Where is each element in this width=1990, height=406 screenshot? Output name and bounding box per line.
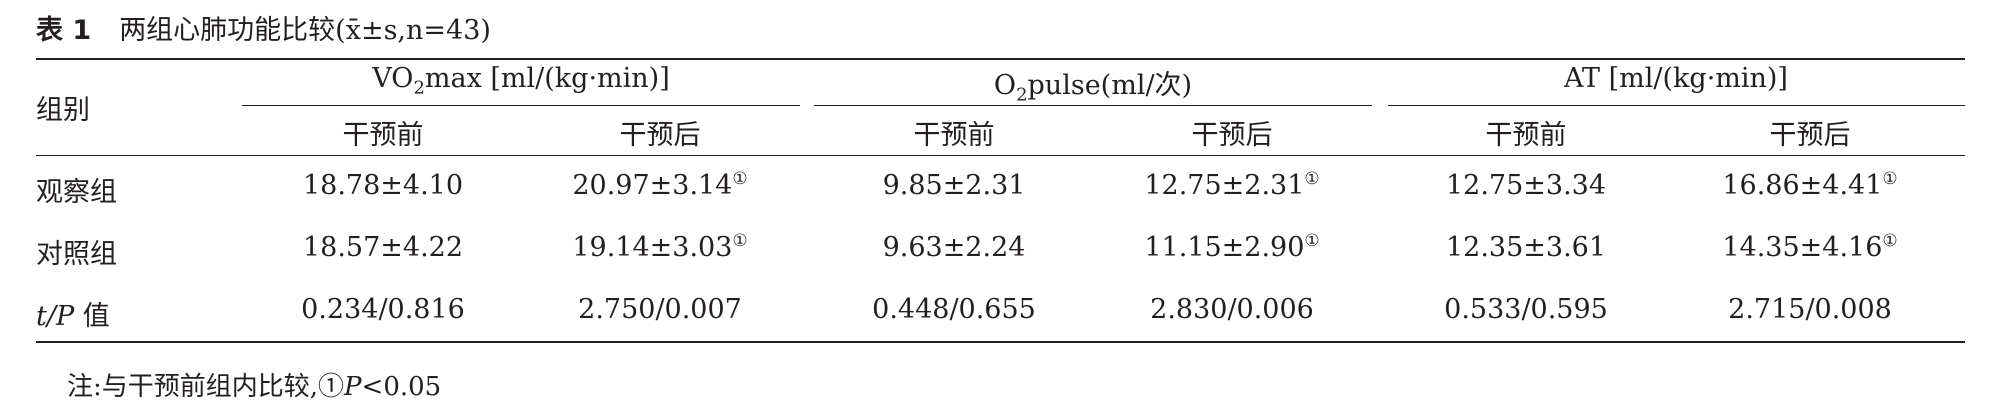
group-header-subscript: 2 <box>413 77 425 99</box>
subheader-cell: 干预前 <box>342 120 424 151</box>
table-number: 表 1 <box>36 15 92 46</box>
table-cell: 9.85±2.31 <box>882 170 1026 201</box>
group-header-subscript: 2 <box>1016 84 1028 106</box>
group-header-vo2max: VO2max [ml/(kg·min)] <box>372 63 670 97</box>
group-header-at: AT [ml/(kg·min)] <box>1564 63 1788 94</box>
table-cell: 19.14±3.03① <box>572 231 748 263</box>
row-label-tp-rest: 值 <box>74 301 110 332</box>
table-cell: 2.715/0.008 <box>1728 294 1892 325</box>
table-caption: 表 1 两组心肺功能比较(x̄±s,n=43) <box>36 8 491 47</box>
group-header-text: max [ml/(kg·min)] <box>424 63 670 94</box>
table-cell: 9.63±2.24 <box>882 232 1026 263</box>
significance-mark: ① <box>732 231 748 251</box>
significance-mark: ① <box>1882 231 1898 251</box>
table-cell: 12.75±2.31① <box>1144 169 1320 201</box>
table-cell: 11.15±2.90① <box>1144 231 1320 263</box>
subheader-cell: 干预前 <box>913 120 995 151</box>
row-header-group: 组别 <box>36 95 90 126</box>
table-cell: 16.86±4.41① <box>1722 169 1898 201</box>
table-cell: 2.830/0.006 <box>1150 294 1314 325</box>
significance-mark: ① <box>1304 231 1320 251</box>
table-cell: 0.234/0.816 <box>301 294 465 325</box>
table-cell: 0.533/0.595 <box>1444 294 1608 325</box>
table-cell: 2.750/0.007 <box>578 294 742 325</box>
footnote-suffix: <0.05 <box>361 372 442 402</box>
significance-mark: ① <box>732 169 748 189</box>
table-cell: 18.57±4.22 <box>302 232 464 263</box>
row-label-control: 对照组 <box>36 239 117 270</box>
row-label-tp: t/P 值 <box>36 294 110 333</box>
group-header-text: VO <box>372 63 414 94</box>
subheader-cell: 干预后 <box>1769 120 1851 151</box>
top-rule <box>36 58 1965 60</box>
table-cell: 12.35±3.61 <box>1445 232 1607 263</box>
group-header-text: O <box>993 70 1017 101</box>
row-label-tp-italic: t/P <box>36 301 75 332</box>
footnote-p: P <box>344 372 362 402</box>
table-cell: 14.35±4.16① <box>1722 231 1898 263</box>
row-label-observation: 观察组 <box>36 177 117 208</box>
group-header-o2pulse: O2pulse(ml/次) <box>993 63 1193 106</box>
bottom-rule <box>36 341 1965 343</box>
group-rule-1 <box>242 105 800 106</box>
group-rule-3 <box>1388 105 1965 106</box>
significance-mark: ① <box>1304 169 1320 189</box>
group-header-text: pulse(ml/次) <box>1027 70 1193 101</box>
footnote-prefix: 注:与干预前组内比较,① <box>67 372 345 402</box>
subheader-cell: 干预后 <box>619 120 701 151</box>
group-rule-2 <box>814 105 1372 106</box>
table-title: 两组心肺功能比较(x̄±s,n=43) <box>119 15 491 46</box>
table-cell: 20.97±3.14① <box>572 169 748 201</box>
significance-mark: ① <box>1882 169 1898 189</box>
subheader-cell: 干预前 <box>1485 120 1567 151</box>
header-rule <box>36 155 1965 156</box>
table-cell: 18.78±4.10 <box>302 170 464 201</box>
table-footnote: 注:与干预前组内比较,①P<0.05 <box>67 366 441 403</box>
table-cell: 12.75±3.34 <box>1445 170 1607 201</box>
group-header-text: AT [ml/(kg·min)] <box>1564 63 1788 94</box>
subheader-cell: 干预后 <box>1191 120 1273 151</box>
table-cell: 0.448/0.655 <box>872 294 1036 325</box>
